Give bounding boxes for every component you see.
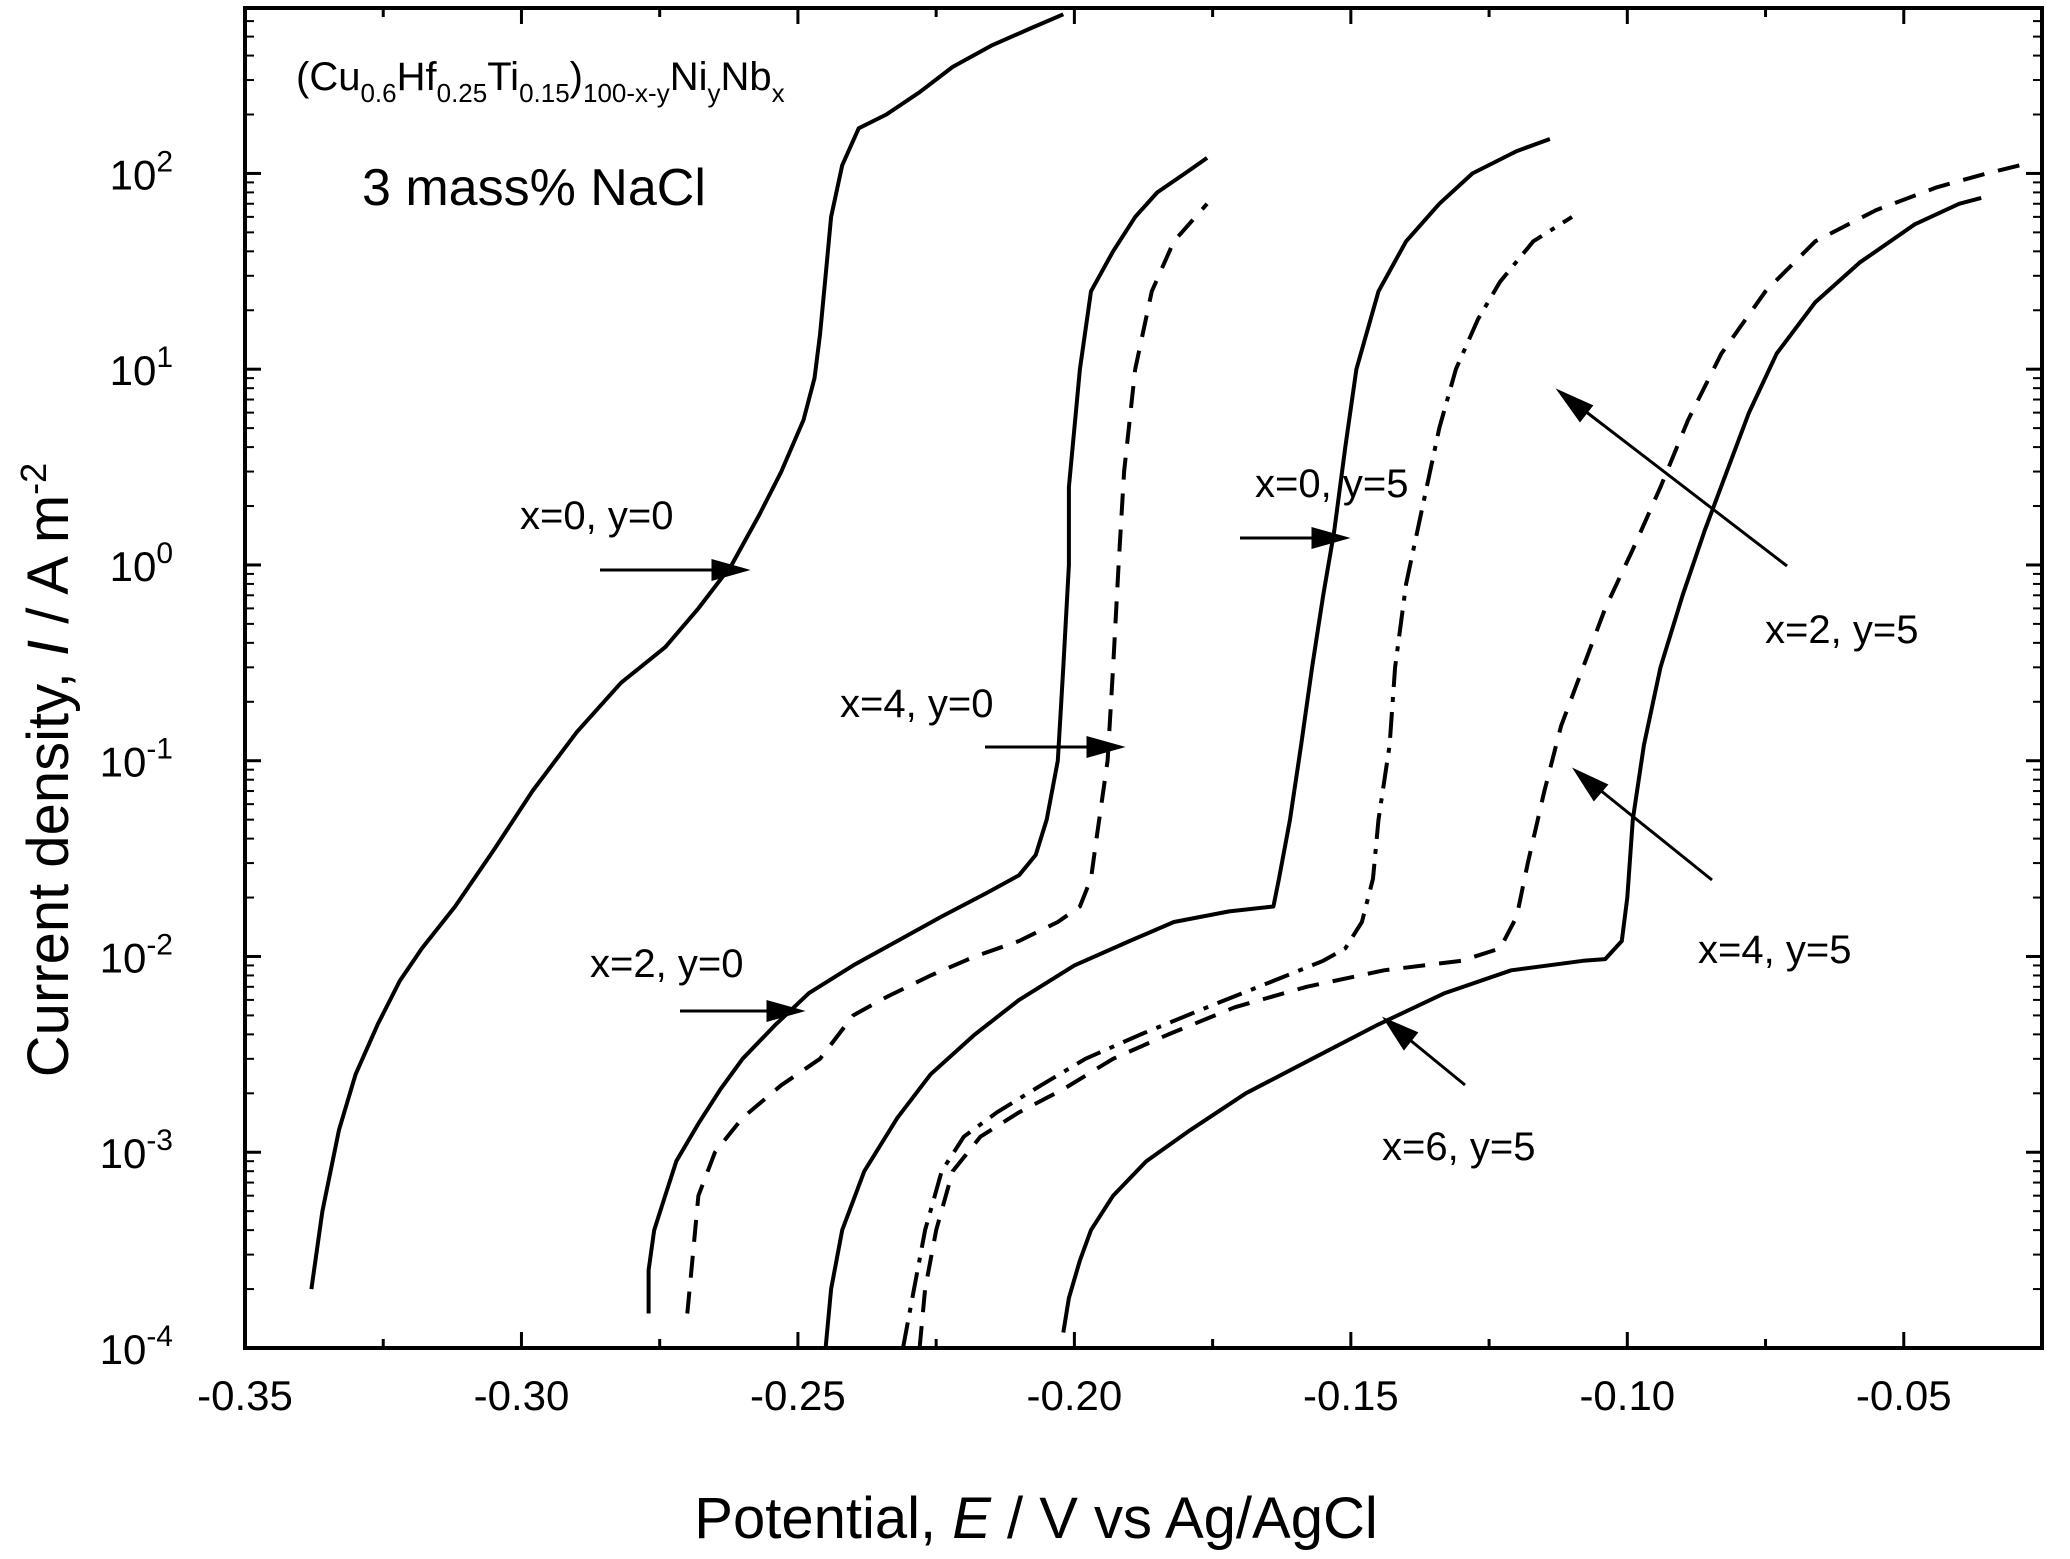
label-x6-y5: x=6, y=5: [1382, 1125, 1535, 1169]
composition-annotation: (Cu0.6Hf0.25Ti0.15)100-x-yNiyNbx: [296, 55, 785, 108]
label-x4-y0: x=4, y=0: [840, 682, 993, 726]
label-x0-y0: x=0, y=0: [520, 494, 673, 538]
label-x4-y5: x=4, y=5: [1698, 928, 1851, 972]
series-line-x2y0: [685, 202, 1209, 1314]
label-x2-y0: x=2, y=0: [590, 942, 743, 986]
arrow-head-x4-y5: [1571, 767, 1609, 802]
x-tick-label: -0.15: [1303, 1372, 1399, 1419]
plot-border: [243, 6, 2044, 1350]
x-tick-label: -0.35: [197, 1372, 293, 1419]
x-tick-label: -0.20: [1027, 1372, 1123, 1419]
y-tick-label: 102: [110, 145, 173, 198]
y-tick-label: 10-1: [100, 733, 173, 786]
y-tick-label: 10-2: [100, 928, 173, 981]
series-group: [309, 12, 2021, 1349]
plot-frame: [243, 6, 2044, 1350]
series-line-x0y0: [309, 12, 1065, 1290]
arrow-head-x0-y0: [711, 559, 751, 581]
tick-group: -0.35 -0.30 -0.25 -0.20 -0.15 -0.10 -0.05 10-4 1…: [100, 7, 2044, 1419]
x-tick-label: -0.25: [750, 1372, 846, 1419]
arrow-x2-y5: [1584, 409, 1788, 568]
series-line-x2y5: [901, 215, 1574, 1349]
x-tick-label: -0.05: [1856, 1372, 1952, 1419]
y-tick-label: 100: [110, 537, 173, 590]
series-line-x6y5: [1061, 195, 1982, 1333]
solution-annotation: 3 mass% NaCl: [362, 159, 706, 217]
series-line-x0y5: [823, 137, 1551, 1349]
series-line-x4y0: [646, 156, 1209, 1314]
arrow-head-x0-y5: [1311, 527, 1351, 549]
arrow-x4-y5: [1599, 788, 1713, 882]
x-axis-title: Potential, E / V vs Ag/AgCl: [694, 1486, 1377, 1551]
arrow-head-x4-y0: [1086, 736, 1126, 758]
x-tick-label: -0.10: [1579, 1372, 1675, 1419]
label-x0-y5: x=0, y=5: [1255, 462, 1408, 506]
arrow-head-x6-y5: [1382, 1016, 1419, 1051]
arrow-head-x2-y5: [1555, 388, 1594, 423]
annotation-group: (Cu0.6Hf0.25Ti0.15)100-x-yNiyNbx 3 mass%…: [13, 55, 1918, 1551]
y-tick-label: 10-3: [100, 1124, 173, 1177]
y-axis-title: Current density, I / A m-2: [13, 463, 81, 1077]
y-tick-label: 10-4: [100, 1320, 173, 1373]
label-x2-y5: x=2, y=5: [1765, 608, 1918, 652]
arrow-head-x2-y0: [766, 1000, 806, 1022]
arrow-x6-y5: [1409, 1038, 1466, 1087]
series-line-x4y5: [917, 163, 2021, 1349]
y-tick-label: 101: [110, 341, 173, 394]
x-tick-label: -0.30: [474, 1372, 570, 1419]
